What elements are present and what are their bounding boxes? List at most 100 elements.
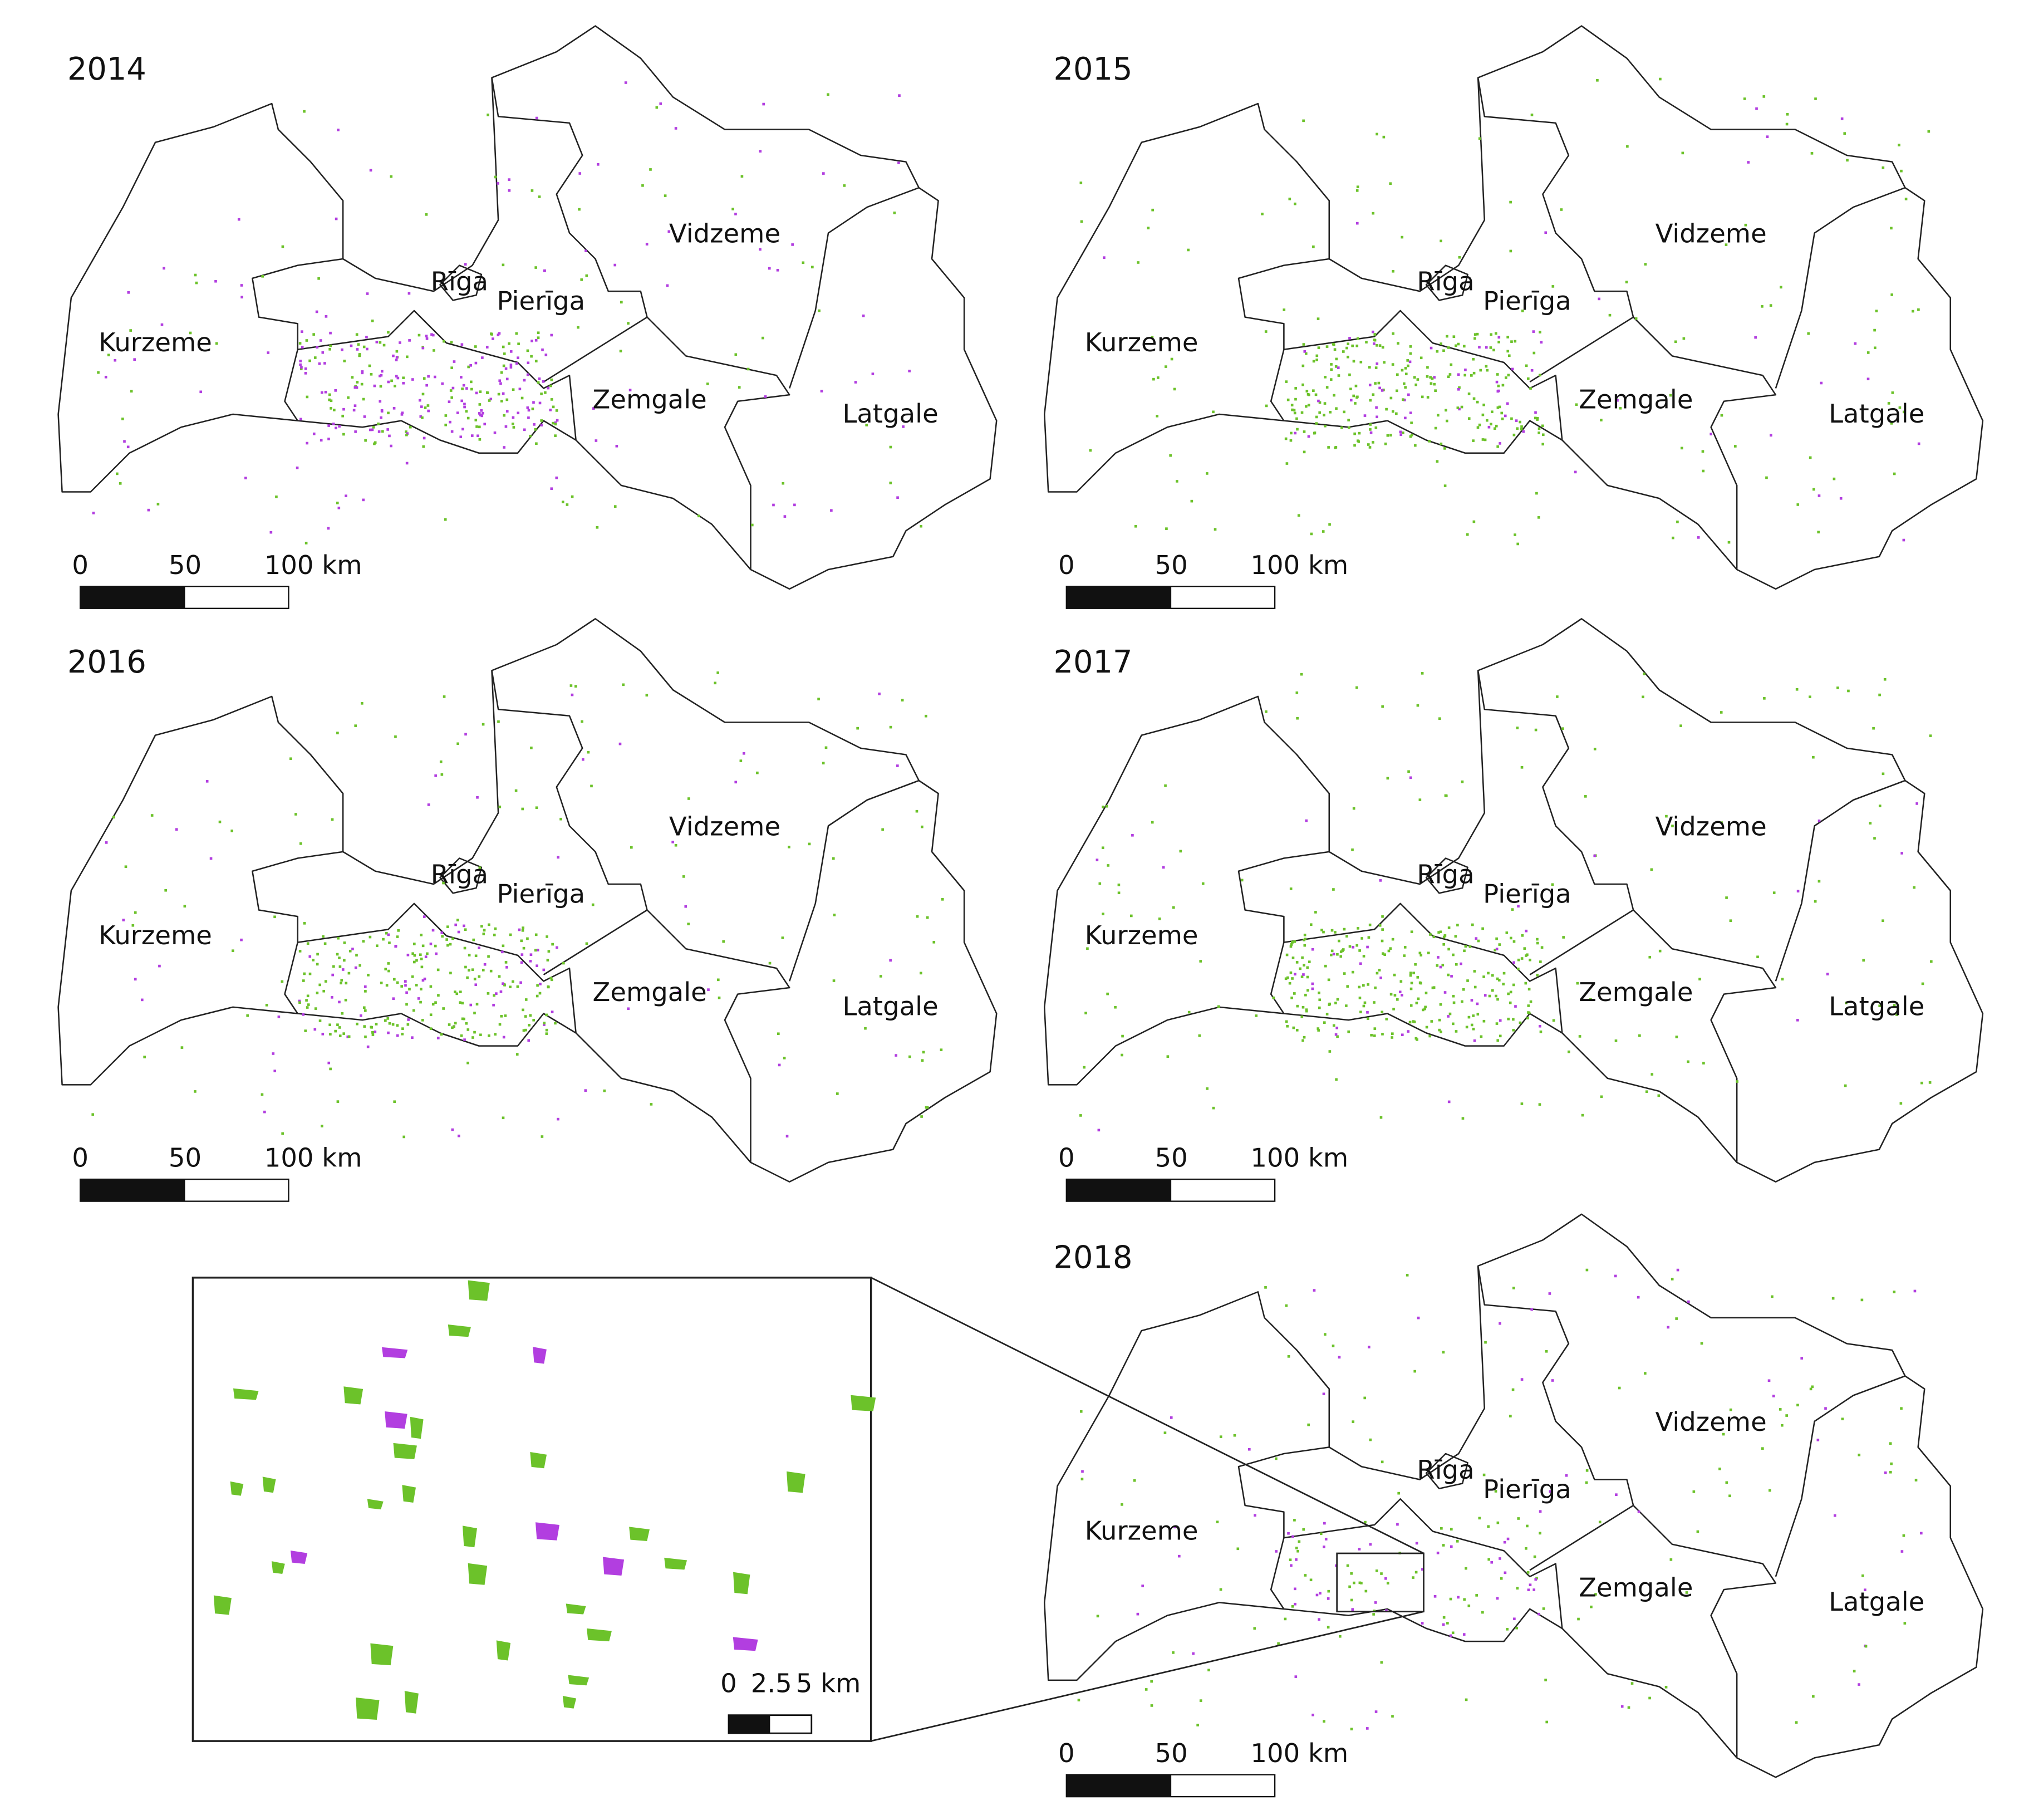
field-parcel (1765, 476, 1768, 479)
field-parcel (1275, 1457, 1278, 1460)
field-parcel (1187, 248, 1190, 252)
field-parcel (1293, 411, 1296, 415)
field-parcel (1809, 1387, 1812, 1391)
field-parcel (1864, 1645, 1868, 1648)
field-parcel (1317, 1029, 1320, 1032)
field-parcel (1539, 1510, 1542, 1513)
map-year: 2018 (1054, 1239, 1133, 1276)
field-parcel (1385, 1609, 1388, 1612)
field-parcel (1289, 1558, 1292, 1562)
field-parcel (889, 725, 892, 729)
field-parcel (762, 336, 764, 340)
field-parcel (450, 396, 454, 399)
field-parcel (1404, 367, 1407, 370)
field-parcel (1410, 930, 1413, 934)
field-parcel (1416, 704, 1419, 707)
field-parcel (1373, 1001, 1376, 1004)
field-parcel (336, 502, 339, 504)
field-parcel (1329, 410, 1332, 414)
field-parcel (1576, 982, 1579, 985)
field-parcel (645, 243, 649, 246)
field-parcel (1101, 846, 1104, 850)
field-parcel (439, 760, 443, 763)
field-parcel (1451, 1631, 1455, 1635)
field-parcel (1520, 766, 1524, 769)
field-parcel (1461, 1117, 1465, 1120)
field-parcel (1463, 1598, 1466, 1601)
field-parcel (304, 542, 308, 544)
field-parcel (1408, 360, 1412, 364)
field-parcel (1196, 1724, 1199, 1726)
field-parcel (1317, 346, 1320, 349)
field-parcel (1537, 516, 1540, 519)
field-parcel (512, 388, 515, 391)
field-parcel (1176, 480, 1178, 483)
field-parcel (534, 428, 537, 431)
region-label: Kurzeme (99, 327, 212, 357)
field-parcel (1369, 423, 1372, 426)
field-parcel (371, 1033, 375, 1036)
field-parcel (1522, 430, 1525, 433)
field-parcel (451, 1128, 454, 1131)
field-parcel (487, 113, 489, 116)
field-parcel (446, 944, 449, 947)
field-parcel (1490, 333, 1493, 336)
field-parcel (273, 915, 276, 919)
field-parcel (1332, 1345, 1335, 1347)
field-parcel (1311, 982, 1314, 985)
field-parcel (1461, 1000, 1463, 1003)
field-parcel (1362, 984, 1365, 987)
field-parcel (897, 161, 900, 164)
field-parcel (358, 964, 361, 967)
field-parcel (1539, 374, 1541, 377)
field-parcel (1433, 382, 1436, 386)
field-parcel (240, 938, 243, 941)
field-parcel (427, 375, 430, 378)
field-parcel (337, 936, 340, 940)
field-parcel (1625, 281, 1628, 284)
field-parcel (1814, 900, 1817, 903)
field-parcel (915, 810, 918, 813)
field-parcel (1403, 954, 1406, 957)
field-parcel (1348, 1585, 1351, 1588)
field-parcel (1513, 1617, 1516, 1621)
field-parcel (1205, 472, 1209, 475)
scale-label: 0 (1058, 550, 1075, 580)
field-parcel (466, 1028, 470, 1031)
field-parcel (1589, 998, 1592, 1001)
field-parcel (1364, 1520, 1367, 1524)
field-parcel (1509, 200, 1512, 204)
field-parcel (1339, 950, 1343, 953)
field-parcel (1472, 397, 1476, 400)
field-parcel (1418, 798, 1422, 801)
field-parcel (500, 1014, 503, 1018)
field-parcel (1487, 972, 1490, 975)
field-parcel (476, 434, 479, 438)
field-parcel (344, 998, 347, 1002)
field-parcel (481, 356, 484, 359)
field-parcel (1507, 992, 1510, 995)
field-parcel (1496, 1597, 1499, 1600)
scale-bar-fill (1066, 1179, 1172, 1201)
field-parcel (1302, 343, 1305, 346)
field-parcel (1456, 924, 1459, 926)
field-parcel (1419, 954, 1423, 956)
field-parcel (627, 322, 630, 325)
field-parcel (1381, 389, 1384, 392)
field-parcel (1664, 1685, 1668, 1689)
field-parcel (1374, 1601, 1377, 1604)
field-parcel (1392, 410, 1394, 413)
field-parcel (551, 1010, 554, 1013)
field-parcel (1556, 695, 1559, 698)
field-parcel (1816, 1439, 1820, 1441)
field-parcel (1541, 433, 1545, 436)
field-parcel (479, 1033, 482, 1037)
field-parcel (504, 1014, 507, 1017)
field-parcel (1362, 955, 1365, 958)
field-parcel (503, 414, 506, 417)
field-parcel (1433, 1595, 1437, 1598)
field-parcel (395, 375, 398, 378)
field-parcel (379, 341, 382, 344)
field-parcel (473, 1012, 476, 1014)
field-parcel (1858, 1453, 1861, 1456)
